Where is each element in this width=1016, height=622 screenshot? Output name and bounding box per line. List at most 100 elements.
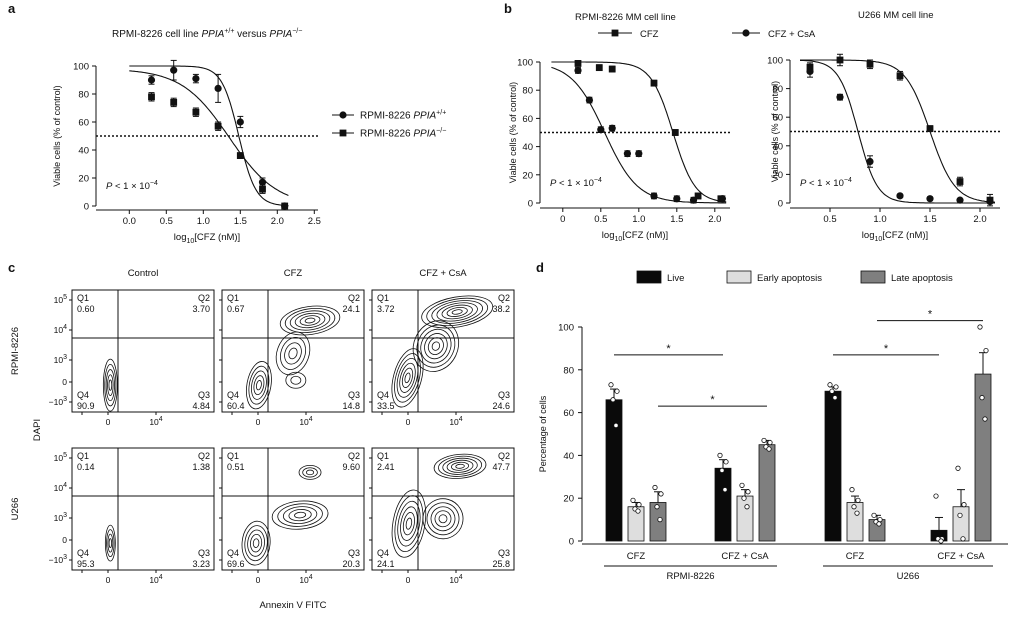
replicate-point bbox=[745, 489, 751, 495]
data-point bbox=[597, 126, 605, 134]
panel-label-c: c bbox=[8, 260, 15, 275]
x-tick-label: 0 bbox=[406, 575, 411, 585]
quadrant-name: Q3 bbox=[198, 548, 210, 558]
contour-level bbox=[108, 538, 112, 549]
legend-marker bbox=[339, 111, 347, 119]
chart-title: RPMI-8226 cell line PPIA+/+ versus PPIA−… bbox=[112, 28, 302, 40]
replicate-point bbox=[855, 497, 861, 503]
contour-level bbox=[438, 455, 483, 477]
y-tick-label: 60 bbox=[78, 118, 89, 129]
contour-level bbox=[298, 464, 322, 480]
contour-level bbox=[416, 324, 456, 368]
x-tick-label: 0.5 bbox=[594, 214, 607, 225]
quadrant-name: Q2 bbox=[198, 451, 210, 461]
data-point bbox=[170, 66, 178, 74]
y-tick-label: 100 bbox=[767, 56, 783, 67]
x-axis-label: log10[CFZ (nM)] bbox=[862, 230, 928, 243]
fit-curve bbox=[129, 70, 289, 196]
contour-level bbox=[304, 317, 316, 324]
contour-level bbox=[294, 312, 326, 329]
quadrant-name: Q1 bbox=[227, 293, 239, 303]
replicate-point bbox=[933, 493, 939, 499]
data-point bbox=[635, 150, 643, 158]
x-tick-label: 1.5 bbox=[670, 214, 683, 225]
axes-b1: 0 20 40 60 80 100 0 0.5 1.0 1.5 2.0 log10[CFZ (nM)]… bbox=[508, 58, 730, 243]
replicate-point bbox=[614, 388, 620, 394]
data-point bbox=[595, 64, 603, 72]
significance-star: * bbox=[666, 343, 671, 355]
legend-label: Early apoptosis bbox=[757, 273, 822, 284]
y-tick-label: 40 bbox=[78, 146, 89, 157]
chart-title-rpmi: RPMI-8226 MM cell line bbox=[575, 12, 676, 23]
replicate-point bbox=[610, 397, 616, 403]
contour-level bbox=[290, 375, 302, 385]
y-tick-label: 40 bbox=[563, 451, 574, 462]
contour-level bbox=[427, 337, 444, 355]
quadrant-q2-value: 38.2 bbox=[492, 304, 510, 314]
data-point bbox=[896, 72, 904, 80]
x-tick-label: 104 bbox=[149, 416, 162, 427]
bar bbox=[714, 467, 732, 542]
contour-level bbox=[248, 365, 270, 405]
y-tick-label: 103 bbox=[54, 512, 67, 523]
quadrant-name: Q2 bbox=[348, 293, 360, 303]
group-label: CFZ + CsA bbox=[937, 551, 985, 562]
x-axis-label-annexin: Annexin V FITC bbox=[259, 600, 326, 611]
y-tick-label: 0 bbox=[528, 199, 533, 210]
quadrant-q1-value: 3.72 bbox=[377, 304, 395, 314]
data-point bbox=[148, 93, 155, 101]
contour-level bbox=[396, 357, 419, 398]
contour-level bbox=[420, 328, 452, 364]
replicate-point bbox=[741, 495, 747, 501]
y-tick-label: 105 bbox=[54, 452, 67, 463]
x-tick-label: 0 bbox=[106, 417, 111, 427]
fit-curve bbox=[800, 59, 995, 204]
data-point bbox=[623, 150, 632, 158]
contour-level bbox=[271, 500, 329, 530]
data-point bbox=[926, 125, 934, 133]
y-tick-label: 104 bbox=[54, 482, 67, 493]
bar bbox=[758, 444, 776, 542]
quadrant-name: Q4 bbox=[77, 390, 89, 400]
contour-level bbox=[400, 506, 418, 541]
x-axis-label: log10[CFZ (nM)] bbox=[602, 230, 668, 243]
x-tick-label: 104 bbox=[449, 574, 462, 585]
data-point bbox=[836, 56, 844, 64]
quadrant-name: Q1 bbox=[377, 293, 389, 303]
contour-level bbox=[289, 310, 331, 331]
data-point bbox=[650, 79, 658, 87]
quadrant-q3-value: 14.8 bbox=[342, 401, 360, 411]
bar bbox=[952, 506, 970, 542]
bar bbox=[824, 390, 842, 542]
plot-frame bbox=[221, 289, 365, 413]
contour-level bbox=[397, 500, 421, 547]
contour-level bbox=[107, 533, 114, 553]
row-label: U266 bbox=[10, 498, 21, 521]
contour-level bbox=[284, 308, 336, 333]
contour-level bbox=[256, 380, 262, 391]
quadrant-q4-value: 90.9 bbox=[77, 401, 95, 411]
contour-level bbox=[450, 461, 470, 471]
data-point bbox=[671, 129, 679, 136]
axes-b2: 0 20 40 60 80 100 0.5 1.0 1.5 2.0 log10[CFZ (nM)] V… bbox=[767, 56, 1000, 243]
quadrant-q2-value: 3.70 bbox=[192, 304, 210, 314]
data-point bbox=[673, 195, 681, 203]
quadrant-q4-value: 69.6 bbox=[227, 559, 245, 569]
contour-level bbox=[438, 514, 448, 524]
legend-marker-circle bbox=[742, 29, 750, 37]
x-tick-label: 0 bbox=[256, 575, 261, 585]
series-b2-1 bbox=[800, 59, 995, 206]
group-label: CFZ + CsA bbox=[721, 551, 769, 562]
data-point bbox=[806, 67, 814, 76]
replicate-point bbox=[636, 502, 642, 508]
quadrant-q1-value: 0.67 bbox=[227, 304, 245, 314]
contour-level bbox=[241, 520, 271, 566]
data-point bbox=[689, 196, 698, 204]
quadrant-name: Q4 bbox=[377, 548, 389, 558]
contour-level bbox=[431, 300, 483, 324]
contour-level bbox=[104, 524, 116, 562]
replicate-point bbox=[744, 504, 750, 510]
